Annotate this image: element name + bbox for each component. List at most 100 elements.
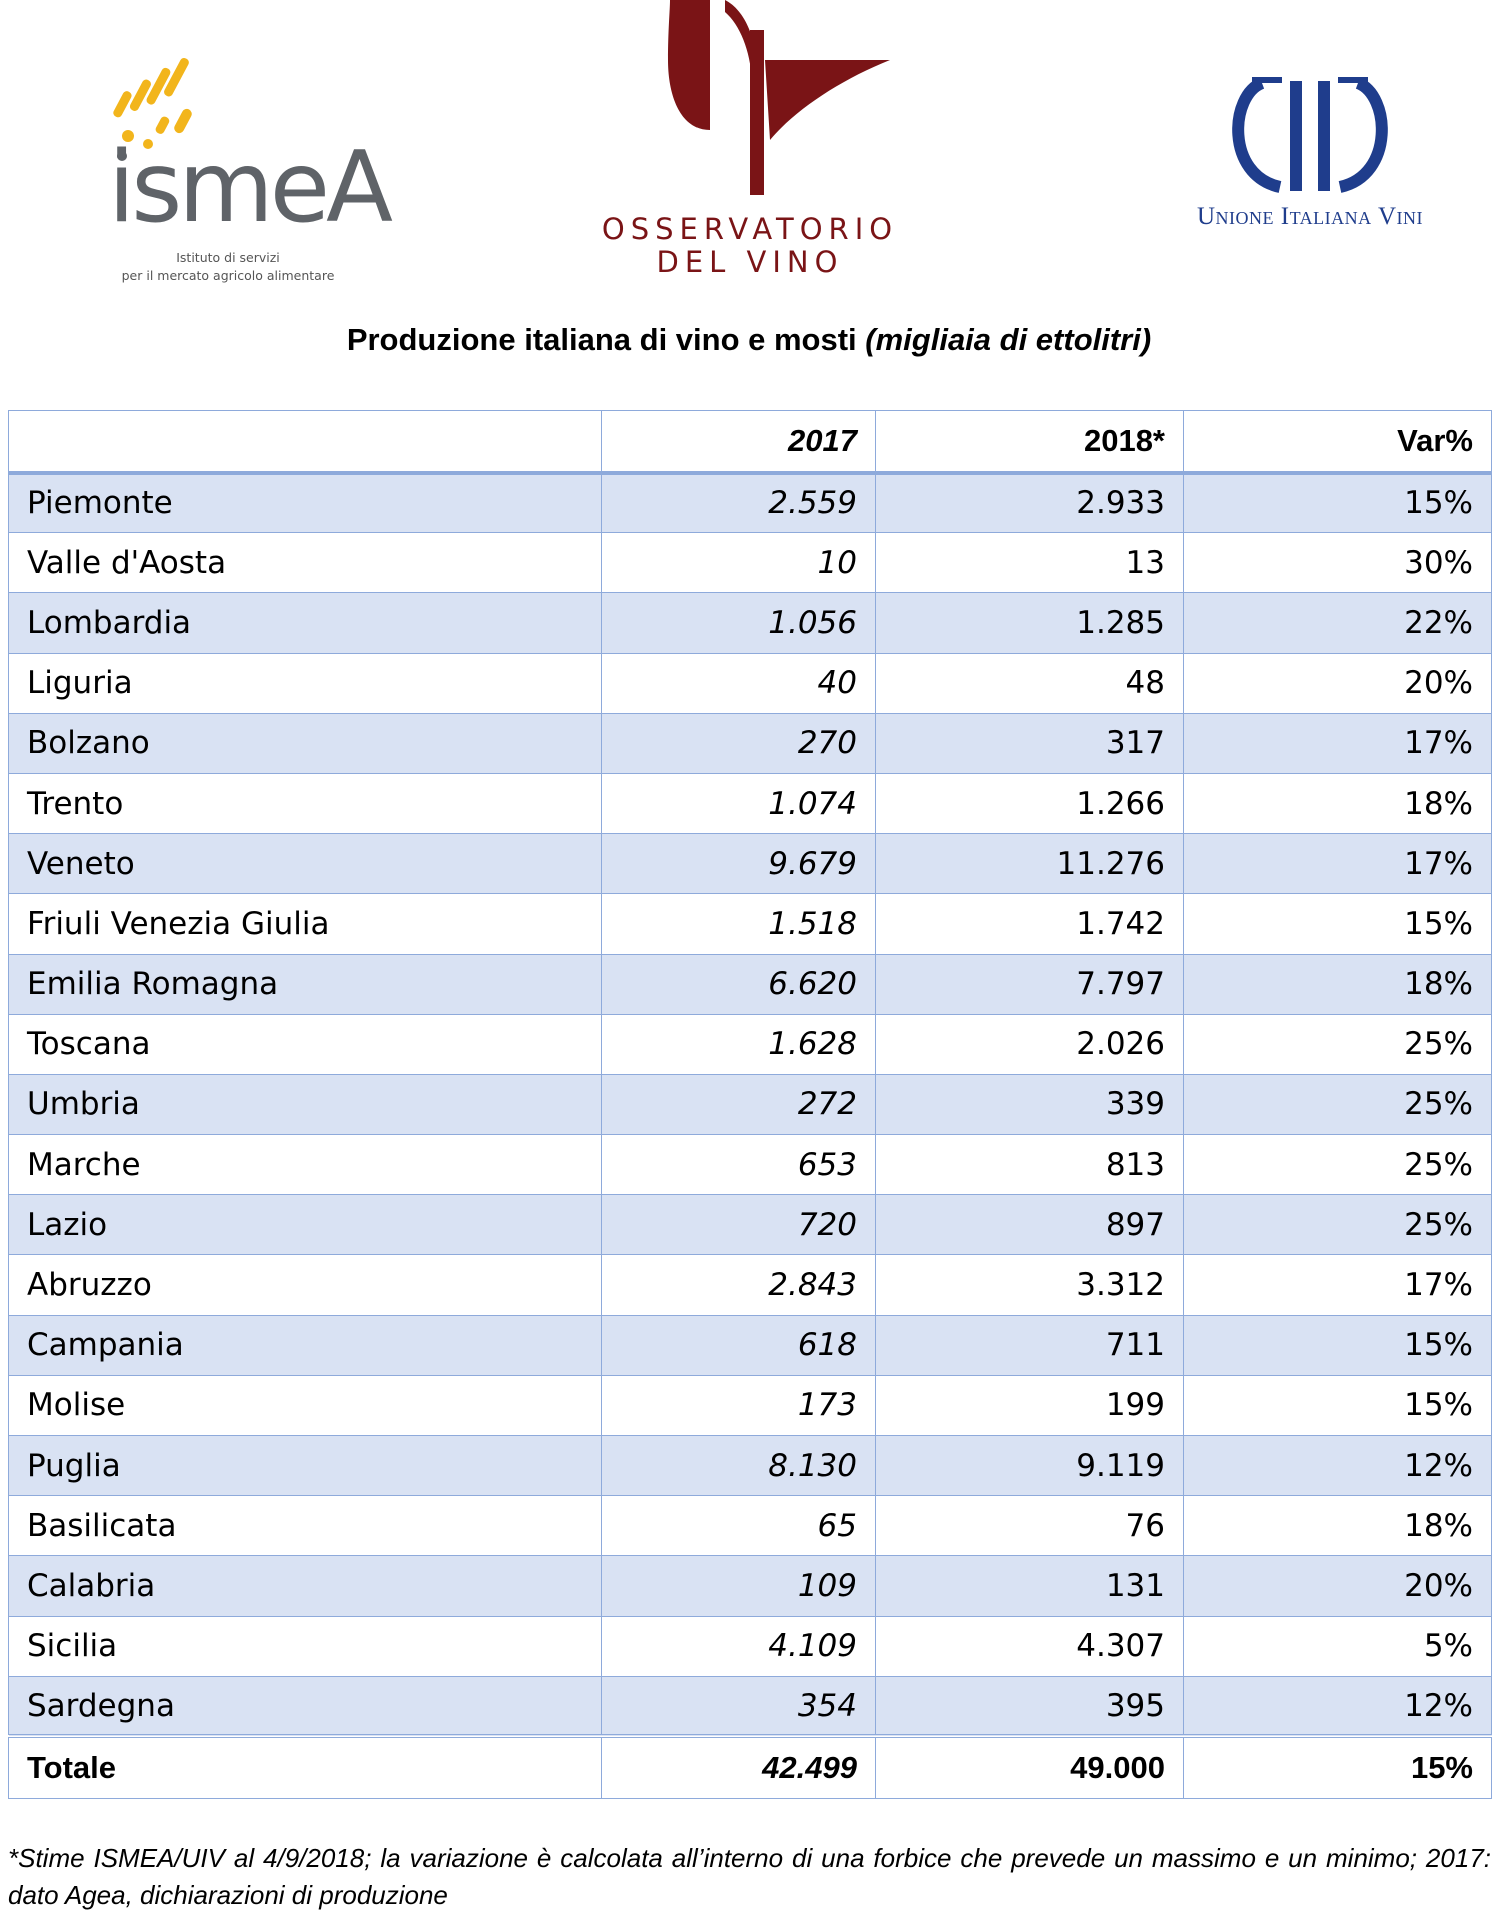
- row-region: Trento: [8, 772, 602, 835]
- production-table-container: 2017 2018* Var% Piemonte 2.559 2.933 15% Val…: [8, 410, 1492, 1799]
- row-2018: 1.285: [875, 592, 1184, 654]
- row-var: 25%: [1183, 1134, 1492, 1196]
- production-table: 2017 2018* Var% Piemonte 2.559 2.933 15% Val…: [8, 410, 1492, 1799]
- row-var: 17%: [1183, 712, 1492, 774]
- row-2018: 48: [875, 652, 1184, 714]
- row-var: 22%: [1183, 592, 1492, 654]
- row-region: Puglia: [8, 1434, 602, 1497]
- total-2017: 42.499: [601, 1735, 876, 1799]
- row-2017: 720: [601, 1194, 876, 1256]
- row-2017: 6.620: [601, 953, 876, 1015]
- table-row: Marche 653 813 25%: [8, 1134, 1492, 1196]
- row-2017: 2.843: [601, 1254, 876, 1316]
- table-row: Sicilia 4.109 4.307 5%: [8, 1615, 1492, 1677]
- row-var: 25%: [1183, 1013, 1492, 1075]
- row-2018: 897: [875, 1194, 1184, 1256]
- table-row: Abruzzo 2.843 3.312 17%: [8, 1254, 1492, 1316]
- row-region: Abruzzo: [8, 1254, 602, 1316]
- table-row: Toscana 1.628 2.026 25%: [8, 1013, 1492, 1075]
- row-2018: 13: [875, 532, 1184, 594]
- row-2017: 65: [601, 1495, 876, 1557]
- table-row: Lazio 720 897 25%: [8, 1194, 1492, 1256]
- row-2018: 1.742: [875, 893, 1184, 955]
- row-region: Bolzano: [8, 712, 602, 774]
- table-row: Umbria 272 339 25%: [8, 1073, 1492, 1136]
- table-row: Lombardia 1.056 1.285 22%: [8, 592, 1492, 654]
- table-row: Campania 618 711 15%: [8, 1314, 1492, 1376]
- row-var: 20%: [1183, 652, 1492, 714]
- footnote: *Stime ISMEA/UIV al 4/9/2018; la variazi…: [8, 1843, 1491, 1910]
- row-2017: 173: [601, 1374, 876, 1437]
- row-var: 30%: [1183, 532, 1492, 594]
- table-row: Molise 173 199 15%: [8, 1374, 1492, 1437]
- row-2017: 9.679: [601, 833, 876, 895]
- title-main: Produzione italiana di vino e mosti: [346, 322, 866, 357]
- row-var: 17%: [1183, 833, 1492, 895]
- row-region: Umbria: [8, 1073, 602, 1136]
- row-2017: 8.130: [601, 1434, 876, 1497]
- uiv-logo: Unione Italiana Vini: [1190, 75, 1430, 235]
- ismea-subtitle-line1: Istituto di servizi: [176, 250, 280, 265]
- row-region: Sicilia: [8, 1615, 602, 1677]
- row-var: 18%: [1183, 772, 1492, 835]
- row-region: Piemonte: [8, 471, 602, 534]
- row-2017: 1.518: [601, 893, 876, 955]
- row-2017: 272: [601, 1073, 876, 1136]
- row-2017: 2.559: [601, 471, 876, 534]
- row-2018: 395: [875, 1675, 1184, 1737]
- total-label: Totale: [8, 1735, 602, 1799]
- row-2018: 339: [875, 1073, 1184, 1136]
- table-row: Liguria 40 48 20%: [8, 652, 1492, 714]
- osservatorio-line1: OSSERVATORIO: [601, 212, 899, 246]
- row-var: 12%: [1183, 1675, 1492, 1737]
- row-2018: 11.276: [875, 833, 1184, 895]
- row-2018: 131: [875, 1555, 1184, 1617]
- row-var: 25%: [1183, 1073, 1492, 1136]
- table-row: Trento 1.074 1.266 18%: [8, 772, 1492, 835]
- table-row: Veneto 9.679 11.276 17%: [8, 833, 1492, 895]
- row-2017: 1.628: [601, 1013, 876, 1075]
- row-var: 20%: [1183, 1555, 1492, 1617]
- row-region: Valle d'Aosta: [8, 532, 602, 594]
- row-2018: 76: [875, 1495, 1184, 1557]
- table-row: Valle d'Aosta 10 13 30%: [8, 532, 1492, 594]
- row-region: Molise: [8, 1374, 602, 1437]
- uiv-name: Unione Italiana Vini: [1197, 203, 1423, 230]
- ismea-logo: ismeA Istituto di servizi per il mercato…: [108, 50, 393, 283]
- row-var: 15%: [1183, 471, 1492, 534]
- row-region: Calabria: [8, 1555, 602, 1617]
- header-var: Var%: [1183, 410, 1492, 473]
- row-2017: 4.109: [601, 1615, 876, 1677]
- table-header-row: 2017 2018* Var%: [8, 410, 1492, 473]
- row-2017: 354: [601, 1675, 876, 1737]
- ismea-sunburst-icon: [113, 57, 192, 161]
- row-var: 18%: [1183, 953, 1492, 1015]
- osservatorio-logo: OSSERVATORIO DEL VINO: [600, 0, 900, 285]
- row-region: Liguria: [8, 652, 602, 714]
- table-body: Piemonte 2.559 2.933 15% Valle d'Aosta 10 13 30…: [8, 471, 1492, 1737]
- row-2017: 1.074: [601, 772, 876, 835]
- row-2018: 711: [875, 1314, 1184, 1376]
- row-var: 25%: [1183, 1194, 1492, 1256]
- row-2017: 40: [601, 652, 876, 714]
- row-2017: 10: [601, 532, 876, 594]
- table-row: Bolzano 270 317 17%: [8, 712, 1492, 774]
- row-2017: 270: [601, 712, 876, 774]
- row-var: 18%: [1183, 1495, 1492, 1557]
- row-2017: 653: [601, 1134, 876, 1196]
- row-2017: 1.056: [601, 592, 876, 654]
- osservatorio-emblem-icon: [668, 0, 890, 195]
- row-2018: 2.026: [875, 1013, 1184, 1075]
- row-region: Emilia Romagna: [8, 953, 602, 1015]
- osservatorio-line2: DEL VINO: [656, 245, 844, 279]
- table-row: Calabria 109 131 20%: [8, 1555, 1492, 1617]
- table-row: Basilicata 65 76 18%: [8, 1495, 1492, 1557]
- ismea-wordmark: ismeA: [108, 131, 393, 245]
- table-row: Piemonte 2.559 2.933 15%: [8, 471, 1492, 534]
- table-total-row: Totale 42.499 49.000 15%: [8, 1735, 1492, 1799]
- table-row: Puglia 8.130 9.119 12%: [8, 1434, 1492, 1497]
- row-2018: 4.307: [875, 1615, 1184, 1677]
- table-row: Sardegna 354 395 12%: [8, 1675, 1492, 1737]
- row-2018: 9.119: [875, 1434, 1184, 1497]
- row-var: 15%: [1183, 1374, 1492, 1437]
